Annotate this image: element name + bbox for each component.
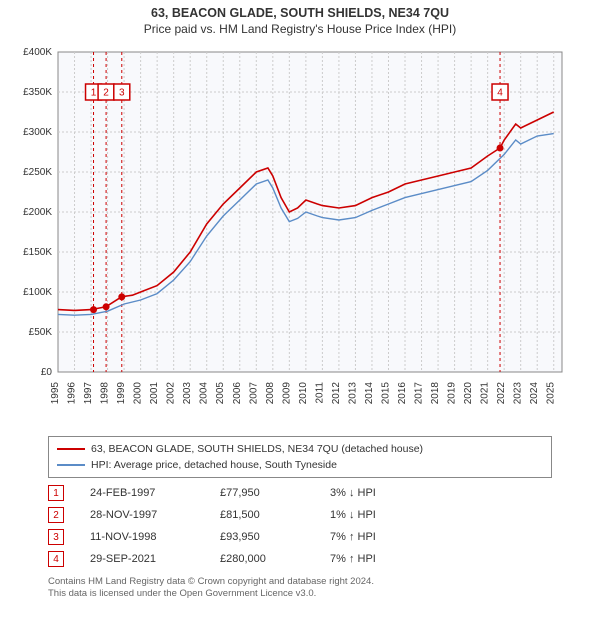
transaction-date: 28-NOV-1997 [90, 509, 220, 521]
x-tick-label: 2006 [232, 382, 243, 405]
x-tick-label: 2010 [298, 382, 309, 405]
x-tick-label: 2025 [546, 382, 557, 405]
x-tick-label: 2016 [397, 382, 408, 405]
x-tick-label: 1998 [100, 382, 111, 405]
y-tick-label: £0 [41, 367, 53, 378]
chart-title-line1: 63, BEACON GLADE, SOUTH SHIELDS, NE34 7Q… [10, 6, 590, 20]
y-tick-label: £400K [23, 47, 52, 58]
x-tick-label: 2009 [281, 382, 292, 405]
transaction-marker: 4 [48, 551, 64, 567]
transaction-row: 2 28-NOV-1997£81,5001% ↓ HPI [48, 504, 552, 526]
x-tick-label: 2015 [380, 382, 391, 405]
transaction-marker: 2 [48, 507, 64, 523]
marker-dot [103, 303, 110, 310]
x-tick-label: 2011 [314, 382, 325, 404]
legend-row: 63, BEACON GLADE, SOUTH SHIELDS, NE34 7Q… [57, 441, 543, 457]
x-tick-label: 1997 [83, 382, 94, 405]
x-tick-label: 1995 [50, 382, 61, 405]
transaction-hpi: 1% ↓ HPI [330, 509, 450, 521]
chart-container: 63, BEACON GLADE, SOUTH SHIELDS, NE34 7Q… [0, 0, 600, 620]
x-tick-label: 2000 [133, 382, 144, 405]
footer-line1: Contains HM Land Registry data © Crown c… [48, 576, 552, 588]
transaction-date: 24-FEB-1997 [90, 487, 220, 499]
legend-swatch [57, 448, 85, 450]
marker-dot [497, 145, 504, 152]
y-tick-label: £300K [23, 127, 52, 138]
marker-label-text: 1 [91, 88, 97, 99]
x-tick-label: 1996 [67, 382, 78, 405]
x-tick-label: 2024 [529, 382, 540, 405]
transaction-hpi: 7% ↑ HPI [330, 553, 450, 565]
transaction-date: 11-NOV-1998 [90, 531, 220, 543]
x-tick-label: 2002 [166, 382, 177, 405]
marker-label-text: 2 [103, 88, 109, 99]
transaction-hpi: 7% ↑ HPI [330, 531, 450, 543]
transaction-price: £77,950 [220, 487, 330, 499]
marker-label-text: 3 [119, 88, 125, 99]
footer-line2: This data is licensed under the Open Gov… [48, 588, 552, 600]
y-tick-label: £150K [23, 247, 52, 258]
x-tick-label: 2021 [480, 382, 491, 405]
y-tick-label: £350K [23, 87, 52, 98]
legend-label: HPI: Average price, detached house, Sout… [91, 459, 337, 471]
marker-dot [118, 293, 125, 300]
marker-label-text: 4 [497, 88, 503, 99]
footer-attribution: Contains HM Land Registry data © Crown c… [48, 576, 552, 601]
y-tick-label: £100K [23, 287, 52, 298]
x-tick-label: 2017 [414, 382, 425, 405]
transaction-marker: 1 [48, 485, 64, 501]
x-tick-label: 2005 [215, 382, 226, 405]
transaction-marker: 3 [48, 529, 64, 545]
transactions-table: 124-FEB-1997£77,9503% ↓ HPI228-NOV-1997£… [48, 482, 552, 570]
legend-box: 63, BEACON GLADE, SOUTH SHIELDS, NE34 7Q… [48, 436, 552, 478]
legend-swatch [57, 464, 85, 466]
transaction-price: £93,950 [220, 531, 330, 543]
x-tick-label: 2013 [347, 382, 358, 405]
chart-svg: £0 £50K £100K £150K £200K £250K £300K £350K £400… [10, 46, 590, 426]
transaction-hpi: 3% ↓ HPI [330, 487, 450, 499]
x-tick-label: 1999 [116, 382, 127, 405]
transaction-row: 1 24-FEB-1997£77,9503% ↓ HPI [48, 482, 552, 504]
x-tick-label: 2004 [199, 382, 210, 405]
legend-row: HPI: Average price, detached house, Sout… [57, 457, 543, 473]
transaction-price: £81,500 [220, 509, 330, 521]
x-tick-label: 2003 [182, 382, 193, 405]
title-block: 63, BEACON GLADE, SOUTH SHIELDS, NE34 7Q… [0, 0, 600, 40]
transaction-date: 29-SEP-2021 [90, 553, 220, 565]
y-tick-label: £50K [29, 327, 53, 338]
transaction-price: £280,000 [220, 553, 330, 565]
x-tick-label: 2020 [463, 382, 474, 405]
transaction-row: 3 11-NOV-1998£93,9507% ↑ HPI [48, 526, 552, 548]
marker-dot [90, 306, 97, 313]
x-tick-label: 2019 [447, 382, 458, 405]
x-tick-label: 2022 [496, 382, 507, 405]
y-tick-label: £250K [23, 167, 52, 178]
x-tick-label: 2018 [430, 382, 441, 405]
transaction-row: 4 29-SEP-2021£280,0007% ↑ HPI [48, 548, 552, 570]
x-tick-label: 2023 [513, 382, 524, 405]
x-tick-label: 2008 [265, 382, 276, 405]
chart-title-line2: Price paid vs. HM Land Registry's House … [10, 22, 590, 36]
chart-area: £0 £50K £100K £150K £200K £250K £300K £350K £400… [10, 46, 590, 426]
x-tick-label: 2007 [248, 382, 259, 405]
y-tick-label: £200K [23, 207, 52, 218]
x-tick-label: 2012 [331, 382, 342, 405]
x-tick-label: 2014 [364, 382, 375, 405]
legend-label: 63, BEACON GLADE, SOUTH SHIELDS, NE34 7Q… [91, 443, 423, 455]
x-tick-label: 2001 [149, 382, 160, 405]
